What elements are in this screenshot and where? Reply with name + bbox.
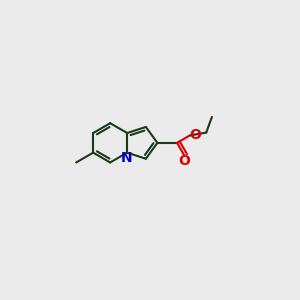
Text: N: N xyxy=(121,151,132,165)
Text: O: O xyxy=(189,128,201,142)
Text: O: O xyxy=(178,154,190,168)
